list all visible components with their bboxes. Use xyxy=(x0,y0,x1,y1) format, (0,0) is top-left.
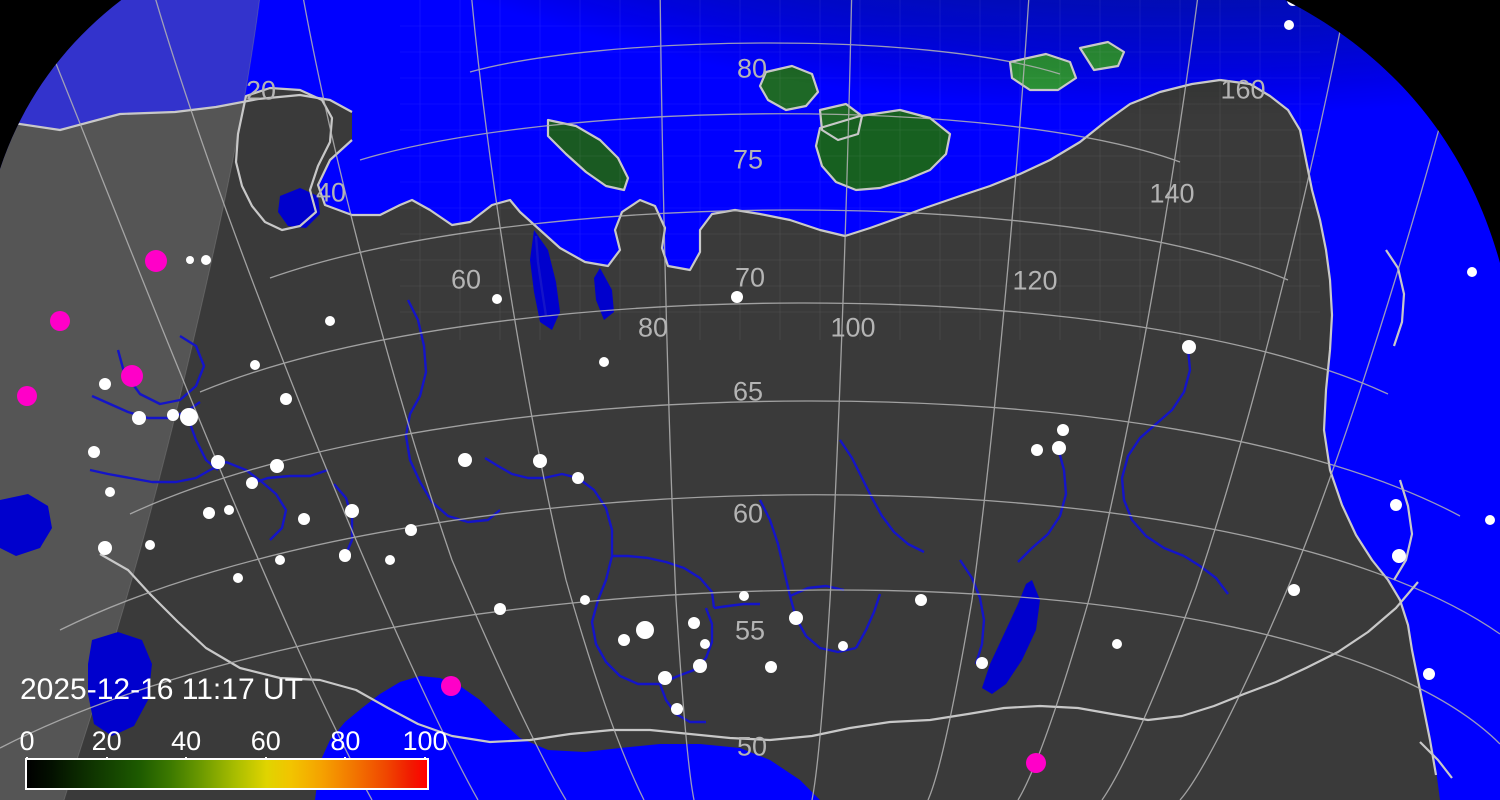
inland-water xyxy=(0,188,1040,736)
station-marker[interactable] xyxy=(1392,549,1406,563)
station-marker[interactable] xyxy=(99,378,111,390)
alert-marker[interactable] xyxy=(50,311,70,331)
alert-marker[interactable] xyxy=(121,365,143,387)
station-marker[interactable] xyxy=(494,603,506,615)
colorbar-tick-labels: 0 20 40 60 80 100 xyxy=(0,726,460,756)
station-marker[interactable] xyxy=(345,504,359,518)
station-marker[interactable] xyxy=(186,256,194,264)
station-marker[interactable] xyxy=(145,540,155,550)
station-marker[interactable] xyxy=(599,357,609,367)
alert-marker[interactable] xyxy=(145,250,167,272)
colorbar-tick-label: 80 xyxy=(330,726,361,756)
station-marker[interactable] xyxy=(201,255,211,265)
station-marker[interactable] xyxy=(658,671,672,685)
station-marker[interactable] xyxy=(580,595,590,605)
station-marker[interactable] xyxy=(765,661,777,673)
station-marker[interactable] xyxy=(88,446,100,458)
station-marker[interactable] xyxy=(1182,340,1196,354)
station-marker[interactable] xyxy=(636,621,654,639)
station-marker[interactable] xyxy=(1288,584,1300,596)
station-marker[interactable] xyxy=(492,294,502,304)
station-marker[interactable] xyxy=(405,524,417,536)
station-marker[interactable] xyxy=(211,455,225,469)
station-marker[interactable] xyxy=(1423,668,1435,680)
station-marker[interactable] xyxy=(385,555,395,565)
station-marker[interactable] xyxy=(1467,267,1477,277)
station-marker[interactable] xyxy=(298,513,310,525)
station-marker[interactable] xyxy=(167,409,179,421)
alert-marker[interactable] xyxy=(17,386,37,406)
station-marker[interactable] xyxy=(270,459,284,473)
station-marker[interactable] xyxy=(838,641,848,651)
station-marker[interactable] xyxy=(1031,444,1043,456)
colorbar-tick-label: 60 xyxy=(250,726,281,756)
station-marker[interactable] xyxy=(233,573,243,583)
station-marker[interactable] xyxy=(1485,515,1495,525)
station-marker[interactable] xyxy=(688,617,700,629)
station-marker[interactable] xyxy=(671,703,683,715)
station-marker[interactable] xyxy=(458,453,472,467)
station-marker[interactable] xyxy=(572,472,584,484)
station-marker[interactable] xyxy=(1057,424,1069,436)
station-marker[interactable] xyxy=(915,594,927,606)
station-marker[interactable] xyxy=(976,657,988,669)
alert-marker[interactable] xyxy=(1026,753,1046,773)
colorbar-gradient xyxy=(25,758,429,790)
station-marker[interactable] xyxy=(700,639,710,649)
station-marker[interactable] xyxy=(105,487,115,497)
colorbar-tick-label: 100 xyxy=(402,726,448,756)
alert-marker[interactable] xyxy=(441,676,461,696)
station-marker[interactable] xyxy=(180,408,198,426)
station-marker[interactable] xyxy=(618,634,630,646)
station-markers[interactable] xyxy=(88,0,1495,715)
colorbar-tick-label: 20 xyxy=(91,726,122,756)
station-marker[interactable] xyxy=(1112,639,1122,649)
station-marker[interactable] xyxy=(280,393,292,405)
rivers xyxy=(89,235,1229,724)
station-marker[interactable] xyxy=(224,505,234,515)
station-marker[interactable] xyxy=(1390,499,1402,511)
station-marker[interactable] xyxy=(731,291,743,303)
station-marker[interactable] xyxy=(339,549,351,561)
colorbar-tick-label: 0 xyxy=(19,726,35,756)
station-marker[interactable] xyxy=(789,611,803,625)
alert-markers[interactable] xyxy=(17,250,1046,773)
station-marker[interactable] xyxy=(325,316,335,326)
aurora-oval-overlay xyxy=(100,0,1500,340)
station-marker[interactable] xyxy=(98,541,112,555)
station-marker[interactable] xyxy=(203,507,215,519)
station-marker[interactable] xyxy=(1284,20,1294,30)
station-marker[interactable] xyxy=(250,360,260,370)
station-marker[interactable] xyxy=(693,659,707,673)
station-marker[interactable] xyxy=(533,454,547,468)
station-marker[interactable] xyxy=(246,477,258,489)
colorbar-tick-label: 40 xyxy=(171,726,202,756)
station-marker[interactable] xyxy=(739,591,749,601)
station-marker[interactable] xyxy=(275,555,285,565)
station-marker[interactable] xyxy=(1052,441,1066,455)
coastline xyxy=(0,40,1453,779)
station-marker[interactable] xyxy=(132,411,146,425)
colorbar: 0 20 40 60 80 100 xyxy=(0,726,460,800)
